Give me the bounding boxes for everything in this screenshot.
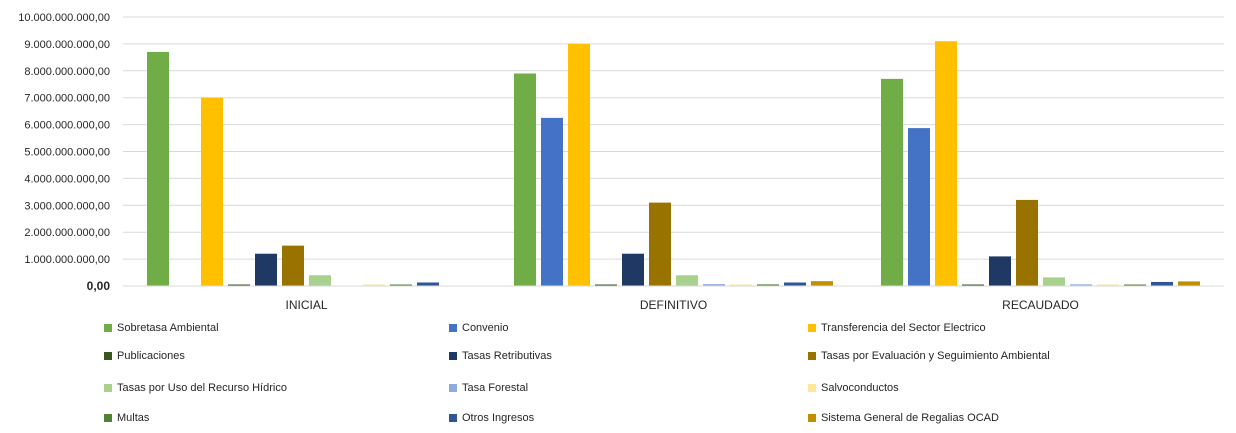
y-tick-label: 1.000.000.000,00 [24, 254, 110, 266]
bar [390, 284, 412, 286]
x-category-label: INICIAL [285, 298, 327, 312]
y-tick-label: 9.000.000.000,00 [24, 39, 110, 51]
bar [676, 275, 698, 286]
bar [595, 284, 617, 286]
bar [417, 282, 439, 286]
y-tick-label: 7.000.000.000,00 [24, 93, 110, 105]
bar [962, 284, 984, 286]
bar [811, 281, 833, 286]
bar [757, 284, 779, 286]
bar [703, 284, 725, 286]
grid-lines [123, 16, 1224, 260]
bar [201, 97, 223, 286]
bar [255, 253, 277, 286]
bar [282, 245, 304, 286]
y-tick-label: 4.000.000.000,00 [24, 173, 110, 185]
bar [881, 78, 903, 287]
x-category-label: DEFINITIVO [640, 298, 707, 312]
bar [1070, 284, 1092, 286]
bar [989, 256, 1011, 286]
bar [309, 275, 331, 286]
bar [514, 73, 536, 287]
bar [622, 253, 644, 286]
bar [1097, 284, 1119, 286]
y-tick-label: 10.000.000.000,00 [18, 12, 110, 24]
bar [363, 284, 385, 286]
bar [649, 202, 671, 286]
bar [568, 43, 590, 287]
bar [784, 282, 806, 286]
y-axis-tick-labels: 0,00 1.000.000.000,00 2.000.000.000,00 3.00… [18, 12, 110, 293]
bar [1124, 284, 1146, 286]
bar [1151, 281, 1173, 286]
x-category-label: RECAUDADO [1002, 298, 1079, 312]
bar [541, 117, 563, 286]
bar [908, 128, 930, 286]
bar [935, 41, 957, 287]
y-tick-label: 8.000.000.000,00 [24, 66, 110, 78]
bar [228, 284, 250, 286]
bar [1043, 277, 1065, 286]
bar-series [147, 41, 1200, 287]
y-tick-label: 3.000.000.000,00 [24, 200, 110, 212]
bar [1016, 199, 1038, 286]
y-tick-label: 6.000.000.000,00 [24, 120, 110, 132]
y-tick-label: 2.000.000.000,00 [24, 227, 110, 239]
bar [1178, 281, 1200, 286]
bar [730, 284, 752, 286]
y-tick-label: 5.000.000.000,00 [24, 147, 110, 159]
x-axis-category-labels: INICIAL DEFINITIVO RECAUDADO [285, 298, 1078, 312]
bar [147, 51, 169, 286]
y-tick-label: 0,00 [87, 279, 111, 293]
